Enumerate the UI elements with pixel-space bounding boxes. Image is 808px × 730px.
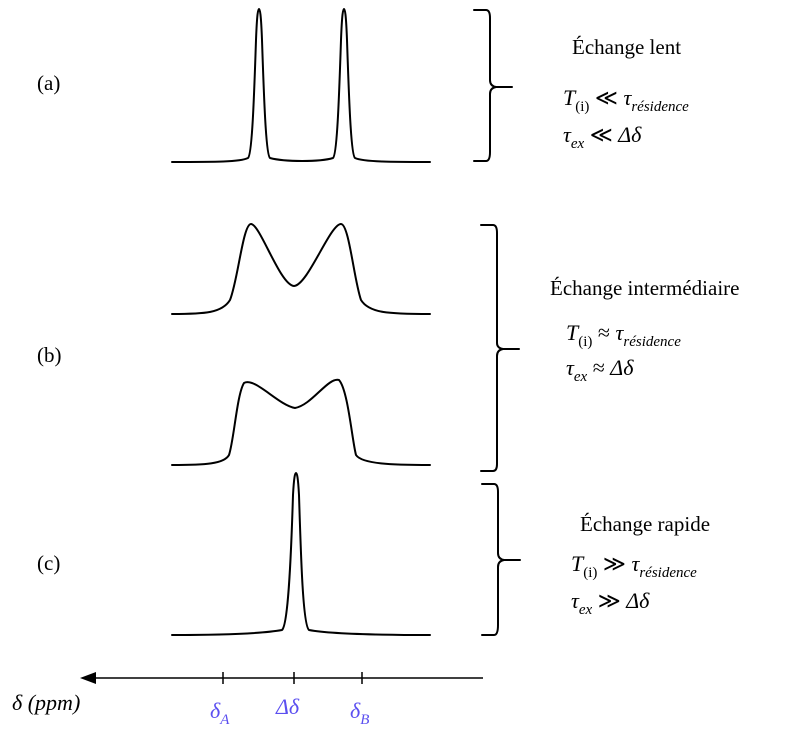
equation-exchange-intermediate: τex ≈ Δδ [566,355,634,385]
equation-exchange-fast: τex ≫ Δδ [571,588,650,618]
equation-relaxation-fast: T(i) ≫ τrésidence [571,551,697,581]
brace-c [481,483,521,636]
panel-label-b: (b) [37,343,62,367]
spectrum-fast-exchange [171,472,431,636]
brace-a [473,9,513,162]
panel-label-a: (a) [37,71,61,95]
axis-arrow-icon [80,672,96,684]
tick-label-delta-a: δA [210,698,230,728]
tick-label-delta-delta: Δδ [276,694,300,719]
regime-title-slow: Échange lent [572,35,682,59]
panel-label-c: (c) [37,551,61,575]
equation-exchange-slow: τex ≪ Δδ [563,122,642,152]
spectrum-slow-exchange [171,8,431,163]
tick-label-delta-b: δB [350,698,370,728]
regime-title-fast: Échange rapide [580,512,711,536]
brace-b [480,224,520,472]
delta-axis [80,672,483,684]
regime-title-intermediate: Échange intermédiaire [550,276,740,300]
equation-relaxation-intermediate: T(i) ≈ τrésidence [566,320,681,350]
axis-label: δ (ppm) [12,690,81,715]
spectrum-intermediate-exchange-1 [171,223,431,315]
spectrum-intermediate-exchange-2 [171,378,431,466]
equation-relaxation-slow: T(i) ≪ τrésidence [563,85,689,115]
